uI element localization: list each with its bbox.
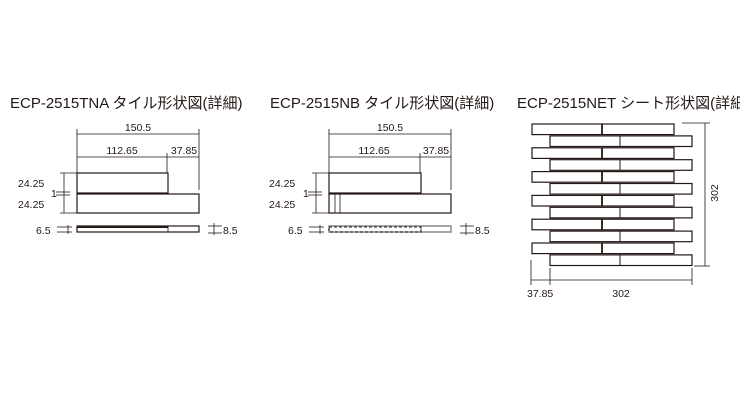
dim-thickness-left: 6.5	[288, 225, 303, 237]
tile-long	[328, 172, 422, 194]
dim-tile-height-top: 24.25	[269, 178, 295, 190]
panel-net: ECP-2515NET シート形状図(詳細) 302 37.85 302	[517, 95, 740, 300]
sheet-tiles	[531, 123, 693, 267]
dimension-lines	[308, 129, 474, 235]
tile-full	[76, 193, 200, 214]
panel-title: ECP-2515NET シート形状図(詳細)	[517, 95, 740, 112]
tile-long	[76, 172, 169, 194]
dim-tile-height-bottom: 24.25	[18, 199, 44, 211]
dimension-lines	[56, 129, 222, 235]
sheet-tile-row	[531, 242, 675, 255]
dim-short-width: 37.85	[171, 145, 197, 157]
sheet-tile-row	[549, 254, 693, 267]
sheet-tile-row	[549, 159, 693, 171]
sheet-tile-row	[531, 147, 675, 160]
tile-full	[328, 193, 452, 214]
sheet-tile-row	[549, 182, 693, 195]
panel-title: ECP-2515NB タイル形状図(詳細)	[270, 95, 494, 112]
dim-sheet-height: 302	[709, 184, 721, 202]
dim-tile-height-bottom: 24.25	[269, 199, 295, 211]
sheet-tile-row	[531, 218, 675, 231]
sheet-tile-row	[549, 206, 693, 219]
panel-title: ECP-2515TNA タイル形状図(詳細)	[10, 95, 243, 112]
sheet-tile-row	[531, 194, 675, 207]
dimension-lines	[530, 122, 710, 285]
dim-thickness-left: 6.5	[36, 225, 51, 237]
dim-joint: 1	[51, 188, 57, 200]
dim-total-width: 150.5	[377, 122, 403, 134]
dim-tile-height-top: 24.25	[18, 178, 44, 190]
panel-tna: ECP-2515TNA タイル形状図(詳細) 150.5 112.65 37.8…	[10, 95, 243, 237]
dim-thickness-right: 8.5	[475, 225, 490, 237]
dim-long-width: 112.65	[106, 145, 137, 157]
dim-total-width: 150.5	[125, 122, 151, 134]
dim-sheet-width: 302	[612, 288, 630, 300]
dim-joint: 1	[303, 188, 309, 200]
sheet-tile-row	[549, 135, 693, 148]
dim-offset: 37.85	[527, 288, 553, 300]
sheet-tile-row	[531, 171, 675, 183]
dim-short-width: 37.85	[423, 145, 449, 157]
panel-nb: ECP-2515NB タイル形状図(詳細) 150.5 112.65 37.85…	[269, 95, 494, 237]
sheet-tile-row	[531, 123, 675, 136]
dim-long-width: 112.65	[358, 145, 389, 157]
dim-thickness-right: 8.5	[223, 225, 238, 237]
sheet-tile-row	[549, 230, 693, 243]
